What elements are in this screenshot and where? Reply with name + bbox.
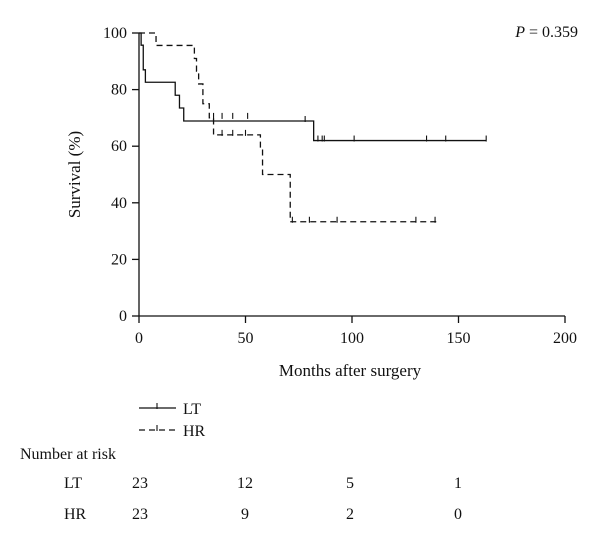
risk-value-lt: 5 [346,475,354,492]
x-tick-label: 0 [135,330,143,347]
axes: 0 20 40 60 80 100 0 50 100 150 200 Months after sur… [65,25,577,380]
y-tick-label: 60 [111,138,127,155]
x-axis-title: Months after surgery [279,361,422,380]
risk-value-hr: 23 [132,506,148,523]
curve-lt [139,32,487,142]
risk-value-lt: 12 [237,475,253,492]
x-tick-label: 50 [238,330,254,347]
p-value-annotation: P = 0.359 [514,24,578,41]
p-value-text: = 0.359 [529,24,578,41]
risk-value-lt: 1 [454,475,462,492]
x-tick-label: 200 [553,330,577,347]
legend: LT HR [139,401,206,440]
y-tick-label: 40 [111,195,127,212]
x-tick-label: 100 [340,330,364,347]
risk-value-hr: 9 [241,506,249,523]
curve-hr [139,32,440,223]
risk-table: Number at risk LT 23 12 5 1 HR 23 9 2 0 [20,446,462,523]
risk-value-hr: 2 [346,506,354,523]
y-tick-label: 80 [111,82,127,99]
y-axis-title: Survival (%) [65,131,84,218]
risk-row-label: HR [64,506,87,523]
risk-table-title: Number at risk [20,446,116,463]
y-tick-label: 100 [103,25,127,42]
legend-label-hr: HR [183,423,206,440]
p-value-symbol: P [514,24,525,41]
y-tick-label: 20 [111,251,127,268]
legend-label-lt: LT [183,401,201,418]
survival-curves [139,32,487,223]
risk-value-hr: 0 [454,506,462,523]
x-tick-label: 150 [447,330,471,347]
y-tick-label: 0 [119,308,127,325]
risk-value-lt: 23 [132,475,148,492]
risk-row-label: LT [64,475,82,492]
